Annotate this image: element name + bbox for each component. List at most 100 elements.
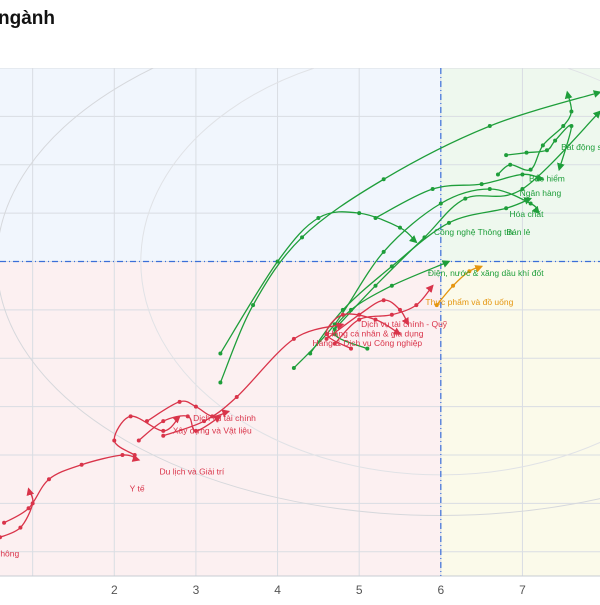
x-tick-label: 7 [519,583,526,597]
series-8 [218,90,600,385]
series-point [324,336,329,341]
series-1 [504,124,574,172]
series-label: Dịch vụ tài chính - Quỹ [361,319,448,329]
x-tick-label: 4 [274,583,281,597]
series-0 [495,90,574,177]
series-point [26,506,31,511]
series-point [561,124,566,129]
series-label: Hóa chất [510,209,545,219]
series-point [46,477,51,482]
series-point [430,186,435,191]
x-tick-label: 5 [356,583,363,597]
x-tick-label: 2 [111,583,118,597]
series-point [161,433,166,438]
series-point [365,346,370,351]
series-point [467,269,472,274]
series-point [193,428,198,433]
series-line [219,90,600,383]
series-point [504,153,509,158]
series-point [398,307,402,312]
series-point [340,307,345,312]
series-point [463,196,468,201]
series-point [504,206,509,211]
chart-svg: Bất động sản Bảo hiểm Ngân hàng Hóa chất Bán… [0,7,600,597]
series-point [508,162,513,167]
series-point [520,186,525,191]
series-point [381,249,386,254]
series-12 [324,312,402,351]
series-line [0,487,35,538]
series-point [569,109,574,114]
series-point [332,341,337,346]
series-point [30,501,35,506]
series-point [544,148,549,153]
series-7 [332,110,600,332]
series-point [438,201,443,206]
series-point [381,298,386,303]
page-title: ngành [0,8,55,29]
series-point [373,283,378,288]
series-point [120,453,125,458]
series-point [495,172,500,177]
series-point [210,414,215,419]
series-point [422,235,427,240]
series-labels: Bất động sản Bảo hiểm Ngân hàng Hóa chất Bán… [0,142,600,558]
series-point [332,327,337,332]
series-label: Điện, nước & xăng dầu khí đốt [428,268,544,278]
x-tick-labels: 2 3 4 5 6 7 [111,583,526,597]
series-point [381,177,386,182]
rrg-chart: Bất động sản Bảo hiểm Ngân hàng Hóa chất Bán… [0,7,600,600]
series-point [569,124,574,129]
series-point [234,394,239,399]
reference-lines [0,68,600,576]
series-point [202,419,207,424]
series-label: Bất động sản [561,142,600,152]
series-point [340,312,345,317]
series-label: Công nghệ Thông tin [434,227,514,237]
series-label: Dịch vụ tài chính [193,413,256,423]
series-point [487,124,492,129]
series-point [308,351,313,356]
series-17 [2,453,141,525]
series-point [218,380,223,385]
series-label: Y tế [130,483,145,493]
series-point [540,143,545,148]
series-point [446,220,451,225]
series-point [553,138,558,143]
series-point [389,283,394,288]
series-point [161,428,166,433]
series-layer [0,90,600,540]
series-line [436,265,484,306]
series-point [0,535,2,540]
series-point [389,312,394,317]
series-6 [332,260,451,351]
series-point [520,172,525,177]
series-point [79,462,84,467]
series-point [349,346,354,351]
series-point [291,365,296,370]
series-point [324,332,329,337]
series-15 [144,399,231,424]
series-label: Bảo hiểm [529,174,565,184]
series-label: hông [0,549,19,559]
series-point [177,399,182,404]
x-tick-label: 3 [193,583,200,597]
series-point [434,303,439,308]
series-label: Xây dựng và Vật liệu [173,425,252,435]
series-point [528,201,533,206]
series-point [18,525,23,530]
series-point [487,186,492,191]
series-point [479,182,484,187]
series-point [161,419,166,424]
series-point [300,235,305,240]
series-point [398,225,402,230]
series-point [291,336,296,341]
series-10 [332,284,434,346]
series-point [2,520,7,525]
x-tick-label: 6 [437,583,444,597]
series-point [185,414,190,419]
series-label: Hàng cá nhân & gia dụng [328,329,424,339]
series-point [373,317,378,322]
series-label: Bán lẻ [506,227,530,237]
series-point [316,215,321,220]
